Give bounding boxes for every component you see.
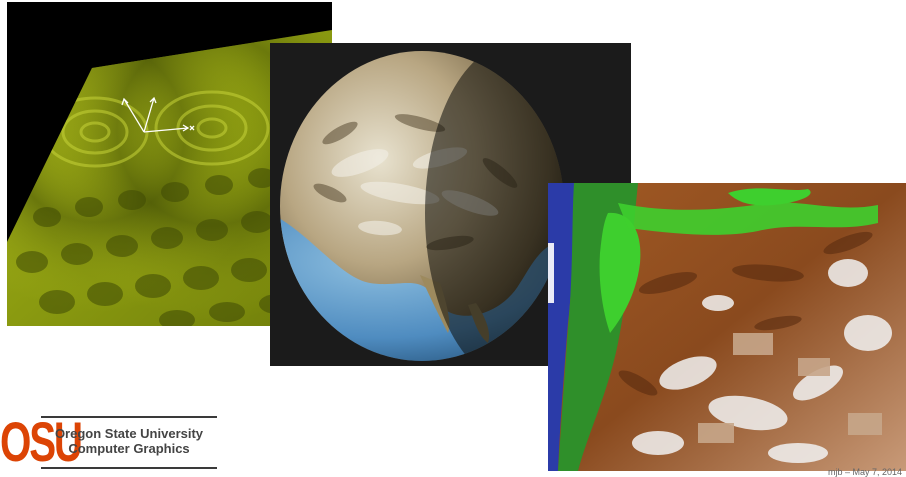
osu-logo: OSU [0, 410, 83, 473]
institution-name-line2: Computer Graphics [68, 441, 190, 456]
institution-rule-bottom [41, 467, 217, 469]
terrain-graphic [548, 183, 906, 471]
terrain-map-image [548, 183, 906, 471]
institution-name-line1: Oregon State University [54, 426, 204, 441]
axes-triad [121, 96, 195, 133]
wave-surface-graphic [7, 30, 332, 326]
institution-name: Oregon State University Computer Graphic… [41, 426, 217, 456]
slide-footer-meta: mjb – May 7, 2014 [827, 467, 902, 477]
institution-rule-top [41, 416, 217, 418]
